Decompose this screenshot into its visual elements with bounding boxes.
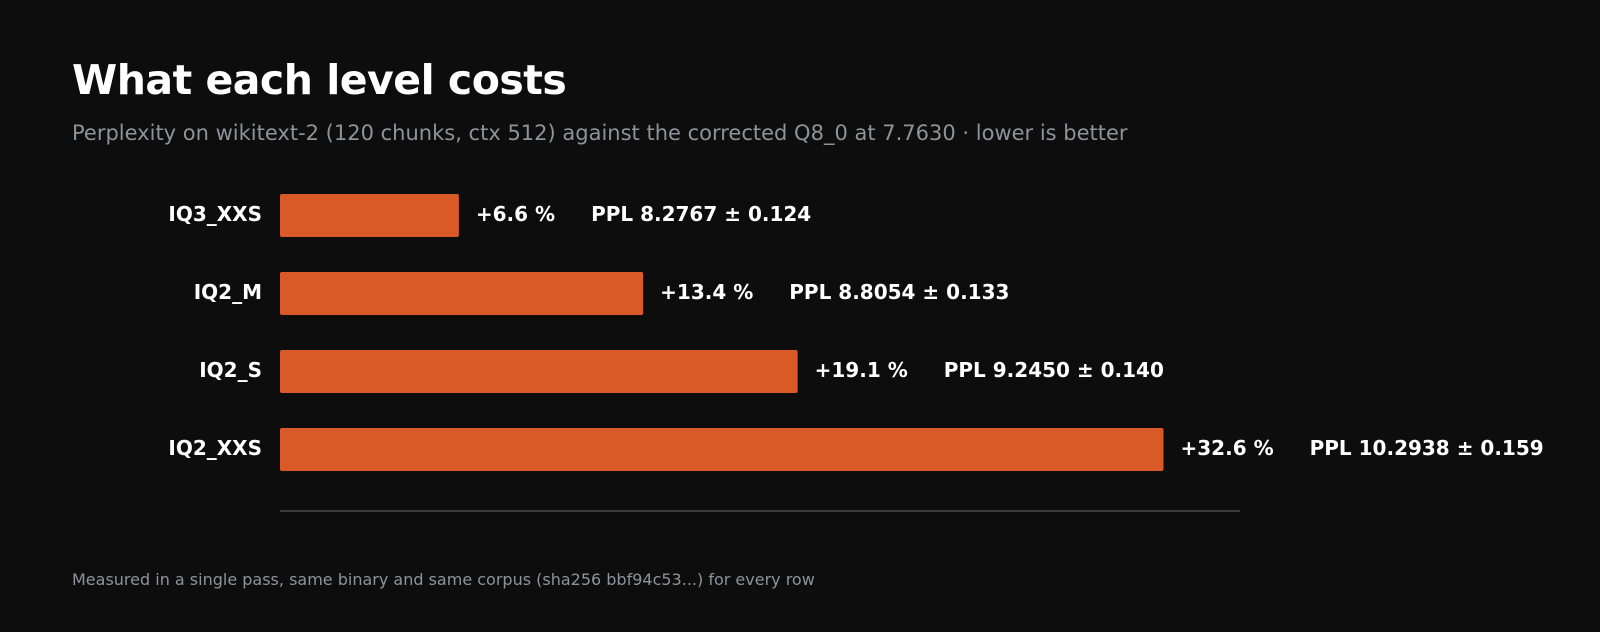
ppl-label: PPL 9.2450 ± 0.140 [944, 358, 1164, 382]
footnote: Measured in a single pass, same binary a… [72, 570, 815, 589]
category-label: IQ2_S [199, 358, 262, 382]
ppl-label: PPL 8.8054 ± 0.133 [789, 280, 1009, 304]
bar [280, 194, 459, 237]
chart-subtitle: Perplexity on wikitext-2 (120 chunks, ct… [72, 121, 1128, 145]
ppl-label: PPL 8.2767 ± 0.124 [591, 202, 811, 226]
bar [280, 350, 798, 393]
category-label: IQ2_M [194, 280, 262, 304]
pct-label: +6.6 % [476, 202, 555, 226]
category-label: IQ3_XXS [168, 202, 262, 226]
bar [280, 272, 644, 315]
chart-title: What each level costs [72, 56, 567, 104]
bar [280, 428, 1164, 471]
pct-label: +19.1 % [815, 358, 908, 382]
pct-label: +13.4 % [660, 280, 753, 304]
ppl-label: PPL 10.2938 ± 0.159 [1310, 436, 1544, 460]
pct-label: +32.6 % [1181, 436, 1274, 460]
category-label: IQ2_XXS [168, 436, 262, 460]
